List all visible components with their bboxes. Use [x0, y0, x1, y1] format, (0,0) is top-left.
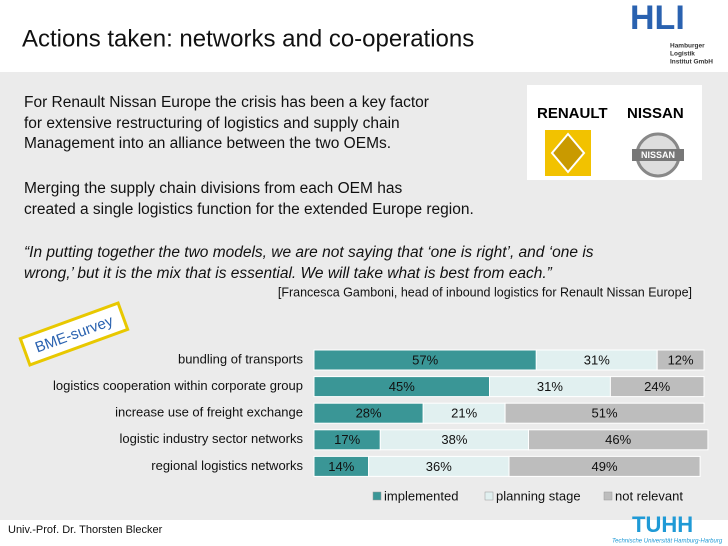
- quote-line: “In putting together the two models, we …: [24, 244, 594, 261]
- attribution: [Francesca Gamboni, head of inbound logi…: [278, 285, 692, 299]
- value-label: 51%: [592, 406, 618, 421]
- text-line: Merging the supply chain divisions from …: [24, 180, 402, 197]
- value-label: 45%: [389, 379, 415, 394]
- value-label: 31%: [584, 352, 610, 367]
- value-label: 24%: [644, 379, 670, 394]
- value-label: 12%: [668, 352, 694, 367]
- value-label: 17%: [334, 432, 360, 447]
- category-label: logistic industry sector networks: [119, 431, 303, 446]
- bar-segment: [508, 455, 701, 477]
- value-label: 36%: [426, 459, 452, 474]
- stamp-frame: [18, 301, 130, 367]
- renault-diamond: [550, 132, 586, 174]
- logo-line: Hamburger: [670, 43, 705, 50]
- text-line: created a single logistics function for …: [24, 201, 474, 218]
- footer-logo: TUHH: [632, 512, 693, 537]
- value-label: 46%: [605, 432, 631, 447]
- text-line: for extensive restructuring of logistics…: [24, 115, 400, 132]
- chart: bundling of transports 57% 31% 12% logistics…: [53, 349, 709, 503]
- quote-line: wrong,’ but it is the mix that is essent…: [24, 265, 553, 282]
- legend-swatch: [484, 491, 494, 501]
- value-label: 21%: [451, 406, 477, 421]
- footer-logo-sub: Technische Universität Hamburg-Harburg: [612, 539, 723, 545]
- value-label: 28%: [356, 406, 382, 421]
- title: Actions taken: networks and co-operation…: [22, 25, 474, 52]
- text-line: Management into an alliance between the …: [24, 135, 391, 152]
- legend-swatch: [603, 491, 613, 501]
- nissan-band: [632, 149, 684, 161]
- bar-segment: [504, 402, 705, 424]
- legend-label: not relevant: [615, 488, 683, 503]
- value-label: 49%: [592, 459, 618, 474]
- legend-label: planning stage: [496, 488, 581, 503]
- logo-line: Institut GmbH: [670, 59, 713, 66]
- legend-label: implemented: [384, 488, 458, 503]
- category-label: logistics cooperation within corporate g…: [53, 378, 303, 393]
- brand-text: NISSAN: [627, 105, 684, 122]
- nissan-badge: NISSAN: [641, 150, 675, 160]
- legend-swatch: [372, 491, 382, 501]
- bar-segment: [609, 376, 705, 398]
- value-label: 38%: [441, 432, 467, 447]
- value-label: 31%: [537, 379, 563, 394]
- category-label: bundling of transports: [178, 351, 304, 366]
- brand-text: RENAULT: [537, 105, 608, 122]
- text-line: For Renault Nissan Europe the crisis has…: [24, 94, 429, 111]
- category-label: regional logistics networks: [151, 458, 303, 473]
- category-label: increase use of freight exchange: [115, 405, 303, 420]
- value-label: 14%: [328, 459, 354, 474]
- value-label: 57%: [412, 352, 438, 367]
- footer-author: Univ.-Prof. Dr. Thorsten Blecker: [8, 524, 163, 536]
- logo-line: Logistik: [670, 51, 695, 58]
- bar-segment: [656, 349, 705, 371]
- bar-segment: [528, 429, 709, 451]
- logo: HLI: [630, 0, 685, 37]
